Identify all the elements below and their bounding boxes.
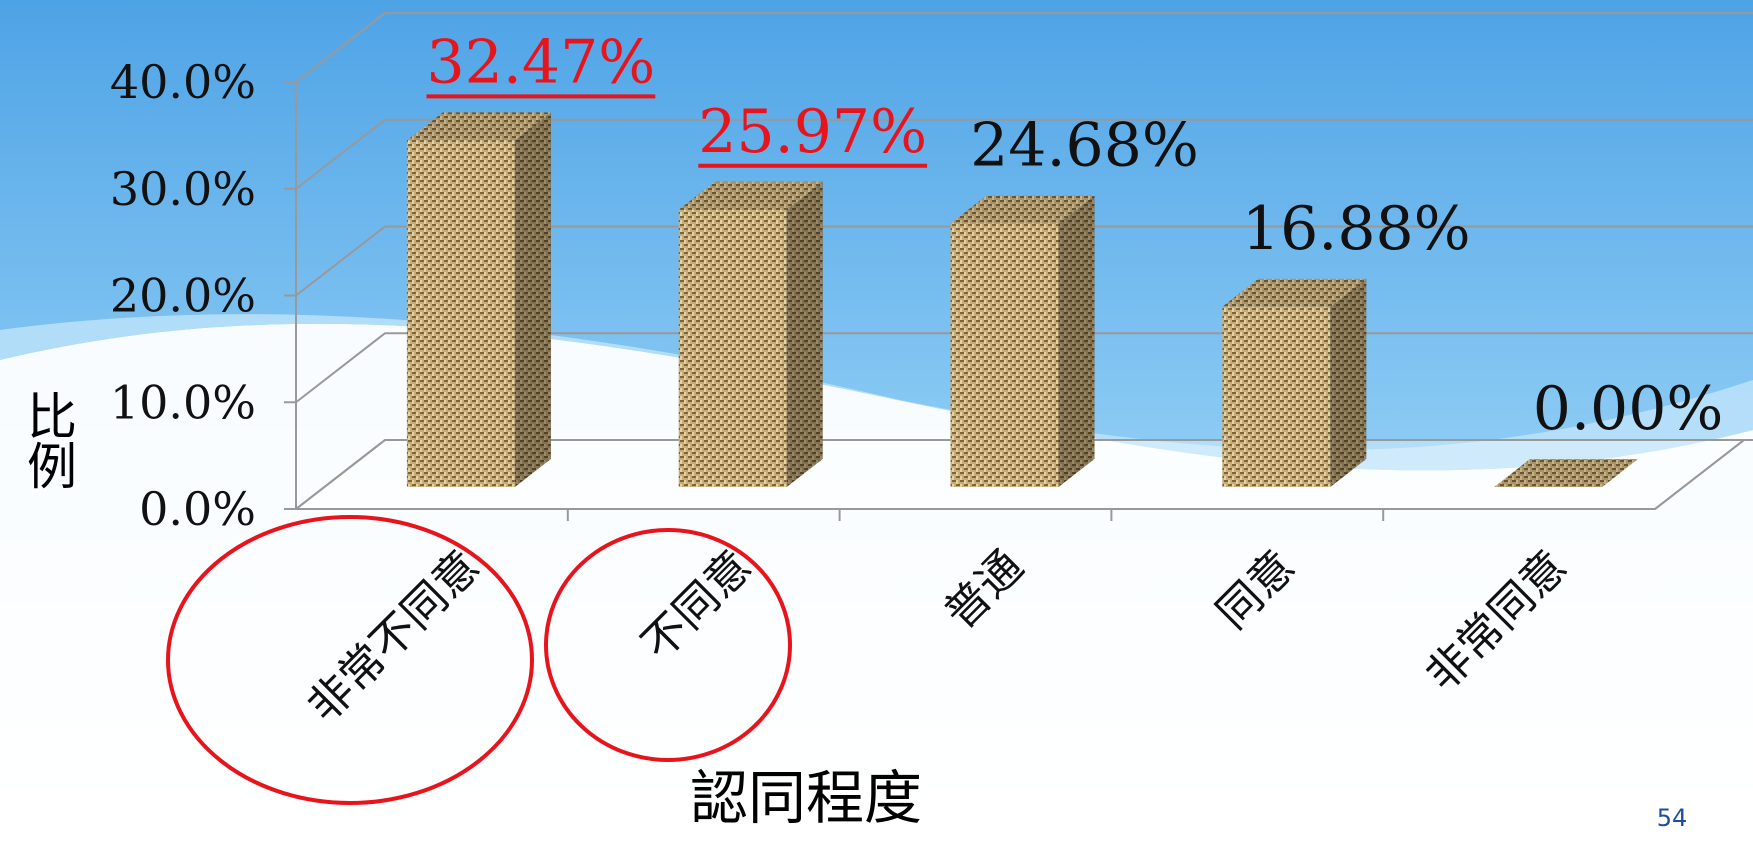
- plot: 0.0%10.0%20.0%30.0%40.0%非常不同意32.47%不同意25…: [110, 12, 1753, 732]
- bar-side: [514, 112, 551, 487]
- grid-line: [295, 118, 1753, 190]
- x-axis-label: 認同程度: [690, 764, 922, 832]
- bar: [1222, 306, 1331, 487]
- highlight-circle: [544, 528, 792, 762]
- bar-top: [1494, 459, 1639, 487]
- value-label: 32.47%: [427, 27, 656, 97]
- background-wave: [0, 314, 1753, 471]
- bar: [678, 209, 787, 487]
- y-tick-label: 30.0%: [110, 162, 256, 216]
- bar-side: [1330, 278, 1367, 487]
- bar-top: [1222, 278, 1367, 307]
- bar-side: [786, 181, 823, 487]
- value-label: 25.97%: [698, 97, 927, 167]
- y-tick-label: 10.0%: [110, 375, 256, 429]
- value-label: 24.68%: [970, 111, 1199, 181]
- highlight-circle: [166, 515, 534, 805]
- y-tick-label: 40.0%: [110, 55, 256, 109]
- grid-line: [295, 12, 1753, 83]
- value-label: 0.00%: [1533, 374, 1724, 444]
- bar-top: [406, 112, 551, 141]
- bar: [406, 140, 515, 487]
- x-axis: [1654, 439, 1745, 510]
- grid-line: [295, 225, 1753, 297]
- y-tick-label: 20.0%: [110, 269, 256, 323]
- bar-top: [678, 181, 823, 210]
- bar: [950, 223, 1059, 487]
- page-number: 54: [1657, 804, 1688, 832]
- bar-side: [1058, 195, 1095, 487]
- value-label: 16.88%: [1242, 194, 1471, 264]
- y-tick-label: 0.0%: [139, 482, 256, 536]
- y-axis-label: 比例: [19, 390, 77, 490]
- bar-top: [950, 195, 1095, 224]
